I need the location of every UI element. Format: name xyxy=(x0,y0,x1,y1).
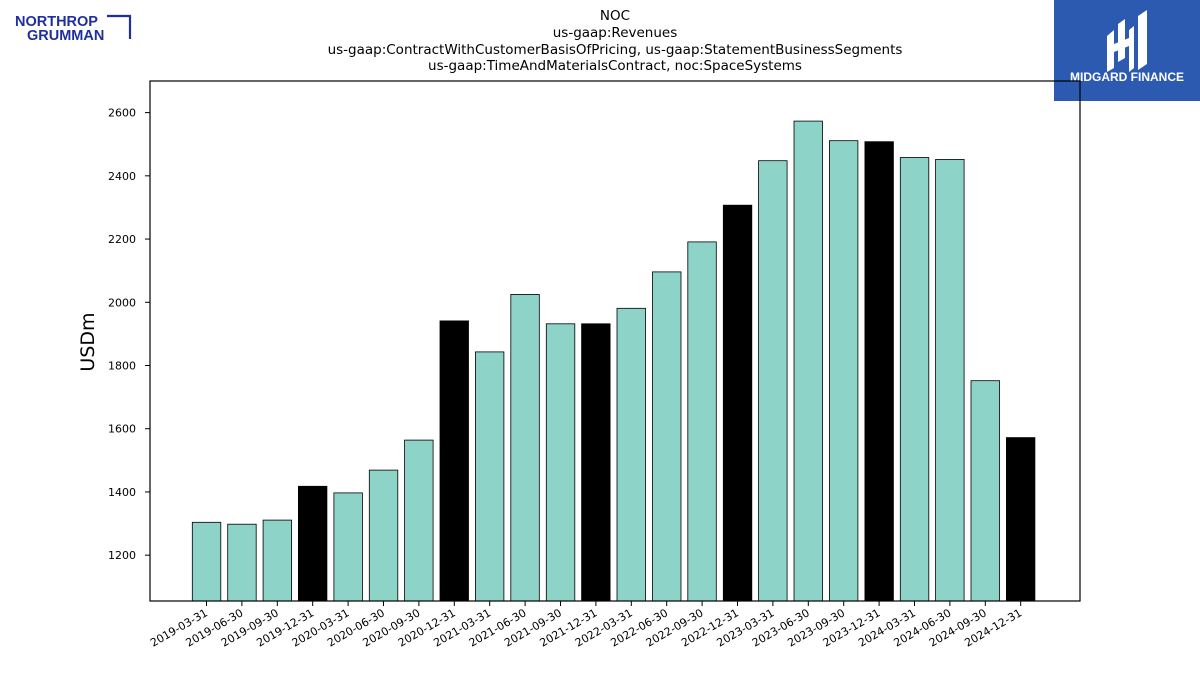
bar-2024-09-30 xyxy=(970,380,1000,602)
logo-label: MIDGARD FINANCE xyxy=(1070,70,1184,84)
logo-text-line1: NORTHROP xyxy=(15,14,98,30)
northrop-grumman-logo: NORTHROP GRUMMAN xyxy=(14,12,136,46)
plot-area-frame xyxy=(149,80,1081,602)
bar-2022-09-30 xyxy=(687,241,717,602)
bar-2022-03-31 xyxy=(616,307,646,602)
bar-2022-06-30 xyxy=(652,271,682,602)
bar-2024-06-30 xyxy=(935,158,965,602)
y-axis-ticks: 1200 1400 1600 1800 2000 2200 2400 2600 xyxy=(108,107,150,562)
bar-2022-12-31 xyxy=(722,204,753,602)
bar-2023-06-30 xyxy=(793,120,823,602)
logo-background xyxy=(1054,0,1200,101)
bar-2023-09-30 xyxy=(829,140,859,602)
y-tick-label: 2600 xyxy=(108,107,136,120)
y-tick-label: 2400 xyxy=(108,170,136,183)
bar-2019-03-31 xyxy=(191,521,222,602)
bar-series xyxy=(191,120,1036,602)
chart-title: NOC us-gaap:Revenues us-gaap:ContractWit… xyxy=(328,8,903,74)
y-tick-label: 1600 xyxy=(108,423,136,436)
bar-2023-03-31 xyxy=(758,160,788,602)
chart-title-line-3: us-gaap:ContractWithCustomerBasisOfPrici… xyxy=(328,42,903,58)
chart-title-line-4: us-gaap:TimeAndMaterialsContract, noc:Sp… xyxy=(428,58,802,74)
logo-corner-mark xyxy=(107,14,132,39)
bar-2023-12-31 xyxy=(864,141,894,602)
midgard-finance-logo: MIDGARD FINANCE xyxy=(1054,0,1200,101)
bar-2024-12-31 xyxy=(1006,437,1036,602)
y-tick-label: 1200 xyxy=(108,549,136,562)
bar-2020-03-31 xyxy=(333,492,363,602)
bar-2019-06-30 xyxy=(227,523,257,602)
bar-2021-03-31 xyxy=(474,351,505,602)
y-tick-label: 1400 xyxy=(108,486,136,499)
y-tick-label: 1800 xyxy=(108,359,136,372)
bar-2020-09-30 xyxy=(404,439,434,602)
midgard-mark-icon xyxy=(1107,10,1147,72)
logo-text-line2: GRUMMAN xyxy=(27,28,104,44)
bar-2021-12-31 xyxy=(581,323,611,602)
bar-2019-12-31 xyxy=(297,485,328,602)
bar-2024-03-31 xyxy=(899,157,930,602)
bar-2020-12-31 xyxy=(439,320,469,602)
y-axis-label: USDm xyxy=(77,312,99,371)
bar-2020-06-30 xyxy=(368,469,399,602)
chart-title-line-1: NOC xyxy=(600,8,630,24)
y-tick-label: 2000 xyxy=(108,296,136,309)
bar-2019-09-30 xyxy=(262,519,293,602)
y-tick-label: 2200 xyxy=(108,233,136,246)
bar-2021-06-30 xyxy=(510,293,540,602)
bar-2021-09-30 xyxy=(545,323,576,602)
chart-title-line-2: us-gaap:Revenues xyxy=(553,25,678,41)
x-axis-ticks: 2019-03-312019-06-302019-09-302019-12-31… xyxy=(148,601,1024,650)
